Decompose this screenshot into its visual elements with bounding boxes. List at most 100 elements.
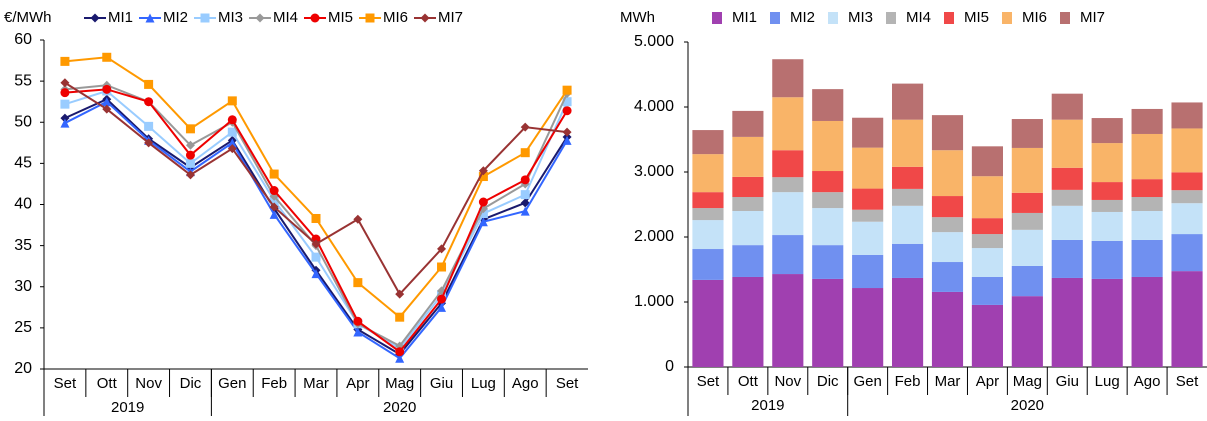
bar-segment	[692, 249, 724, 280]
marker	[437, 302, 447, 312]
bar-segment	[1171, 271, 1203, 367]
legend-swatch	[944, 12, 954, 24]
x-tick-label: Giu	[1056, 373, 1079, 390]
bar-segment	[852, 221, 884, 255]
bar-segment	[692, 220, 724, 250]
y-tick-label: 60	[14, 31, 32, 48]
bar-segment	[1051, 167, 1083, 190]
bar-segment	[1091, 118, 1123, 144]
x-tick-label: Ago	[512, 375, 539, 392]
marker	[520, 198, 530, 208]
x-group-label: 2019	[111, 399, 144, 416]
bar-segment	[1131, 211, 1163, 240]
x-tick-label: Set	[54, 375, 77, 392]
bar-segment	[732, 197, 764, 211]
bar-segment	[892, 188, 924, 206]
bar-segment	[1011, 229, 1043, 266]
bar-segment	[772, 274, 804, 367]
bar-segment	[892, 119, 924, 167]
marker	[478, 209, 488, 219]
marker	[102, 52, 112, 62]
bar-segment	[1131, 133, 1163, 180]
y-tick-label: 55	[14, 72, 32, 89]
legend-label: MI5	[328, 9, 353, 26]
marker	[144, 79, 154, 89]
bar-segment	[772, 150, 804, 178]
legend-label: MI4	[273, 9, 298, 26]
bar-segment	[971, 176, 1003, 219]
bar-segment	[1011, 192, 1043, 213]
marker	[227, 138, 237, 148]
marker	[102, 84, 112, 94]
bar-segment	[732, 110, 764, 137]
bar-segment	[1091, 211, 1123, 241]
x-tick-label: Ago	[1134, 373, 1161, 390]
marker	[60, 78, 70, 88]
legend-label: MI4	[906, 9, 931, 26]
bar-segment	[971, 146, 1003, 177]
marker	[269, 186, 279, 196]
legend-marker	[90, 13, 100, 23]
legend-label: MI5	[964, 9, 989, 26]
bar-segment	[812, 208, 844, 246]
marker	[437, 294, 447, 304]
marker	[269, 209, 279, 219]
marker	[227, 96, 237, 106]
x-group-label: 2019	[751, 397, 784, 414]
marker	[562, 127, 572, 137]
marker	[437, 244, 447, 254]
marker	[185, 158, 195, 168]
marker	[478, 166, 488, 176]
marker	[562, 135, 572, 145]
bar-segment	[852, 188, 884, 210]
x-tick-label: Mag	[385, 375, 414, 392]
marker	[311, 269, 321, 279]
bar-segment	[1091, 199, 1123, 212]
series-line	[64, 100, 568, 360]
marker	[102, 104, 112, 114]
bar-segment	[772, 235, 804, 275]
bar-segment	[1131, 197, 1163, 211]
bar-segment	[812, 171, 844, 193]
bar-segment	[931, 150, 964, 197]
bar-segment	[852, 288, 884, 367]
bar-segment	[1171, 172, 1203, 191]
bar-segment	[812, 278, 844, 367]
legend-marker	[420, 13, 430, 23]
bar-segment	[1051, 239, 1083, 278]
marker	[185, 170, 195, 180]
marker	[60, 56, 70, 66]
marker	[311, 239, 321, 249]
bar-segment	[892, 166, 924, 189]
bar-segment	[692, 192, 724, 209]
marker	[437, 262, 447, 272]
bar-segment	[1011, 296, 1043, 367]
bar-segment	[1091, 278, 1123, 367]
bar-segment	[1131, 179, 1163, 198]
legend-swatch	[770, 12, 780, 24]
bar-segment	[1011, 147, 1043, 193]
bar-segment	[732, 211, 764, 246]
x-tick-label: Set	[697, 373, 720, 390]
marker	[102, 97, 112, 107]
marker	[562, 85, 572, 95]
bar-segment	[772, 59, 804, 98]
y-tick-label: 50	[14, 113, 32, 130]
x-tick-label: Ott	[738, 373, 759, 390]
bar-segment	[812, 192, 844, 209]
y-axis-title: €/MWh	[4, 9, 52, 26]
bar-segment	[931, 196, 964, 218]
marker	[395, 312, 405, 322]
bar-segment	[852, 117, 884, 148]
legend-marker	[200, 13, 210, 23]
bar-segment	[931, 291, 964, 367]
bar-segment	[1091, 240, 1123, 279]
bar-segment	[1011, 265, 1043, 297]
bar-segment	[852, 147, 884, 189]
marker	[144, 138, 154, 148]
marker	[269, 202, 279, 212]
bar-segment	[692, 154, 724, 193]
x-tick-label: Dic	[180, 375, 202, 392]
x-tick-label: Set	[556, 375, 579, 392]
